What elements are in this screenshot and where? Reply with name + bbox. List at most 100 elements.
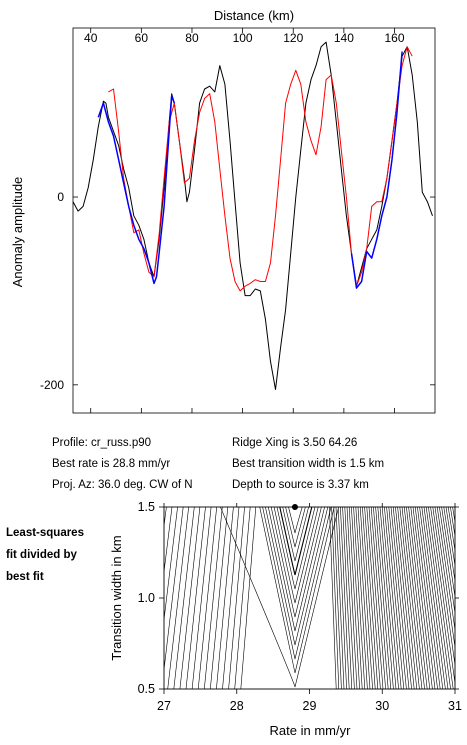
- profile-axis-ticks: 40 60 80 100 120 140 160 0 -200: [40, 28, 435, 413]
- contour-line: [401, 507, 423, 689]
- profile-name: Profile: cr_russ.p90: [52, 437, 152, 449]
- contour-line: [421, 507, 446, 689]
- contour-line: [173, 507, 366, 689]
- profile-series: [72, 41, 433, 390]
- contour-note-line: fit divided by: [6, 549, 77, 561]
- profile-fit-segment-line: [97, 94, 176, 285]
- contour-line: [406, 507, 428, 689]
- contour-line: [268, 507, 325, 632]
- x-tick-label: 160: [384, 31, 404, 45]
- contour-line: [197, 507, 355, 689]
- projection-azimuth: Proj. Az: 36.0 deg. CW of N: [52, 479, 193, 491]
- x-tick-label: 40: [84, 31, 98, 45]
- y-tick-label: 1.5: [138, 500, 155, 514]
- contour-line: [397, 507, 418, 689]
- contour-line: [432, 507, 455, 667]
- best-fit-marker: [291, 504, 298, 510]
- contour-line: [179, 507, 363, 689]
- contour-line: [395, 507, 415, 689]
- y-tick-label: 0.5: [138, 682, 155, 696]
- best-rate: Best rate is 28.8 mm/yr: [52, 458, 171, 470]
- contour-line: [384, 507, 402, 689]
- rate-axis-title: Rate in mm/yr: [270, 723, 352, 738]
- contour-line: [381, 507, 399, 689]
- contour-line: [282, 507, 309, 562]
- contour-line: [443, 507, 455, 583]
- depth-to-source: Depth to source is 3.37 km: [232, 479, 369, 491]
- contour-line: [375, 507, 392, 689]
- contour-line: [434, 507, 455, 650]
- contour-line: [388, 507, 407, 689]
- contour-line: [414, 507, 438, 689]
- ridge-crossing: Ridge Xing is 3.50 64.26: [232, 437, 358, 449]
- contour-line: [164, 507, 379, 689]
- profile-observed-line: [72, 41, 433, 390]
- contour-line: [403, 507, 425, 689]
- contour-line: [423, 507, 449, 689]
- y-tick-label: -200: [40, 378, 64, 392]
- contour-line: [377, 507, 394, 689]
- x-tick-label: 60: [135, 31, 149, 45]
- contour-line: [417, 507, 441, 689]
- best-transition-width: Best transition width is 1.5 km: [232, 458, 385, 470]
- x-axis-title: Distance (km): [214, 8, 294, 23]
- y-tick-label: 1.0: [138, 591, 155, 605]
- x-tick-label: 100: [233, 31, 253, 45]
- contour-line: [273, 507, 319, 604]
- profile-fit-segment-line: [350, 51, 403, 289]
- contour-line: [412, 507, 436, 689]
- width-axis-title: Transition width in km: [109, 535, 124, 660]
- contour-line: [222, 507, 345, 689]
- contour-line: [386, 507, 405, 689]
- contour-line: [270, 507, 322, 618]
- misfit-contours: [164, 507, 455, 689]
- contour-line: [373, 507, 389, 689]
- contour-line: [228, 507, 342, 689]
- contour-note-line: Least-squares: [6, 527, 84, 539]
- contour-line: [216, 507, 347, 689]
- contour-note-line: best fit: [6, 571, 44, 583]
- contour-note: Least-squares fit divided by best fit: [6, 522, 84, 588]
- contour-line: [428, 507, 454, 689]
- contour-line: [410, 507, 433, 689]
- contour-line: [439, 507, 455, 615]
- x-tick-label: 28: [230, 699, 244, 713]
- contour-line: [447, 507, 455, 553]
- profile-plot-frame: [72, 27, 436, 414]
- y-axis-title: Anomaly amplitude: [10, 177, 25, 288]
- contour-line: [379, 507, 397, 689]
- contour-line: [288, 507, 303, 534]
- contour-line: [445, 507, 455, 568]
- contour-line: [285, 507, 306, 548]
- contour-line: [210, 507, 350, 689]
- x-tick-label: 80: [185, 31, 199, 45]
- contour-line: [185, 507, 360, 689]
- contour-line: [390, 507, 410, 689]
- contour-line: [392, 507, 412, 689]
- contour-line: [265, 507, 329, 646]
- profile-model-line: [108, 46, 413, 292]
- contour-line: [234, 507, 340, 689]
- x-tick-label: 31: [448, 699, 462, 713]
- contour-line: [259, 507, 335, 674]
- contour-line: [276, 507, 316, 590]
- contour-axis-ticks: 27 28 29 30 31 0.5 1.0 1.5: [138, 500, 462, 713]
- contour-line: [419, 507, 444, 689]
- contour-line: [370, 507, 386, 689]
- contour-line: [399, 507, 420, 689]
- contour-line: [408, 507, 431, 689]
- contour-line: [441, 507, 455, 599]
- contour-line: [366, 507, 381, 689]
- contour-line: [279, 507, 313, 576]
- contour-line: [430, 507, 455, 686]
- contour-line: [164, 507, 371, 689]
- x-tick-label: 27: [157, 699, 171, 713]
- contour-line: [240, 507, 337, 689]
- contour-line: [436, 507, 455, 632]
- contour-line: [368, 507, 384, 689]
- contour-line: [164, 507, 373, 689]
- contour-line: [220, 507, 339, 688]
- x-tick-label: 30: [375, 699, 389, 713]
- y-tick-label: 0: [57, 190, 64, 204]
